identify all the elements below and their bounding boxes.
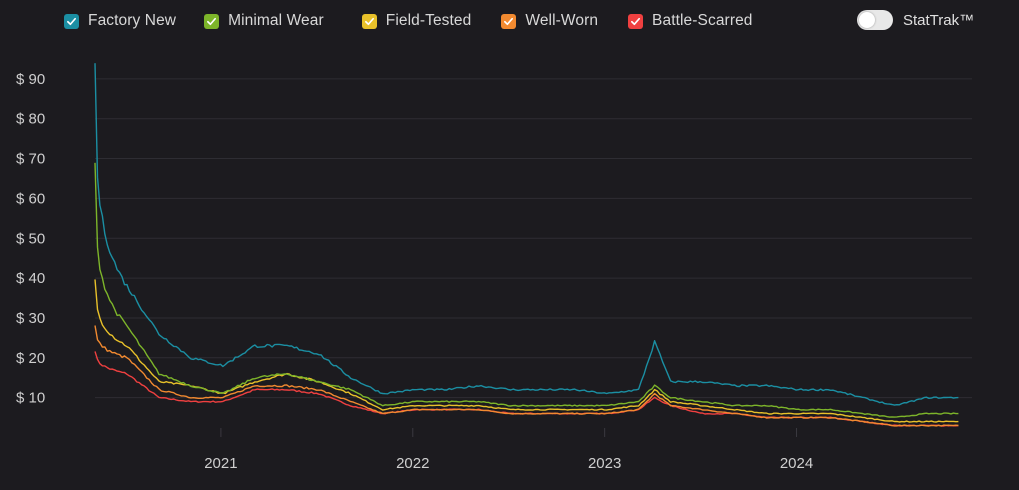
checkbox-checked-icon[interactable] <box>204 13 220 29</box>
y-tick-label: $ 20 <box>16 350 45 367</box>
checkbox-checked-icon[interactable] <box>501 13 517 29</box>
toggle-switch[interactable] <box>857 10 893 30</box>
x-tick-label: 2022 <box>396 455 429 472</box>
y-tick-label: $ 10 <box>16 390 45 407</box>
x-tick-label: 2024 <box>780 455 813 472</box>
stattrak-toggle[interactable]: StatTrak™ <box>857 10 974 30</box>
legend-item-field-tested[interactable]: Field-Tested <box>361 12 472 30</box>
legend-label: Factory New <box>88 12 177 29</box>
y-tick-label: $ 50 <box>16 230 45 247</box>
toggle-knob <box>859 12 875 28</box>
y-tick-label: $ 70 <box>16 151 45 168</box>
legend-item-well-worn[interactable]: Well-Worn <box>501 12 598 30</box>
checkbox-checked-icon[interactable] <box>64 13 79 29</box>
legend-label: Battle-Scarred <box>652 12 753 29</box>
legend-label: Minimal Wear <box>228 12 324 29</box>
y-tick-label: $ 80 <box>16 111 45 128</box>
legend: Factory New Minimal Wear Field-Tested We… <box>64 11 780 31</box>
y-tick-label: $ 60 <box>16 190 45 207</box>
series-line-field-tested <box>94 279 959 423</box>
legend-item-minimal-wear[interactable]: Minimal Wear <box>204 12 324 30</box>
legend-label: Well-Worn <box>525 12 599 29</box>
legend-item-battle-scarred[interactable]: Battle-Scarred <box>628 12 752 30</box>
y-tick-label: $ 40 <box>16 270 45 287</box>
series-line-well-worn <box>94 325 959 427</box>
legend-label: Field-Tested <box>385 12 472 29</box>
series-line-factory-new <box>94 63 959 406</box>
x-tick-label: 2023 <box>588 455 621 472</box>
series-line-minimal-wear <box>94 162 959 418</box>
toggle-label: StatTrak™ <box>903 11 975 29</box>
checkbox-checked-icon[interactable] <box>628 13 644 29</box>
checkbox-checked-icon[interactable] <box>361 13 377 29</box>
y-tick-label: $ 90 <box>16 71 45 88</box>
y-tick-label: $ 30 <box>16 310 45 327</box>
legend-item-factory-new[interactable]: Factory New <box>64 12 176 30</box>
x-tick-label: 2021 <box>204 455 237 472</box>
